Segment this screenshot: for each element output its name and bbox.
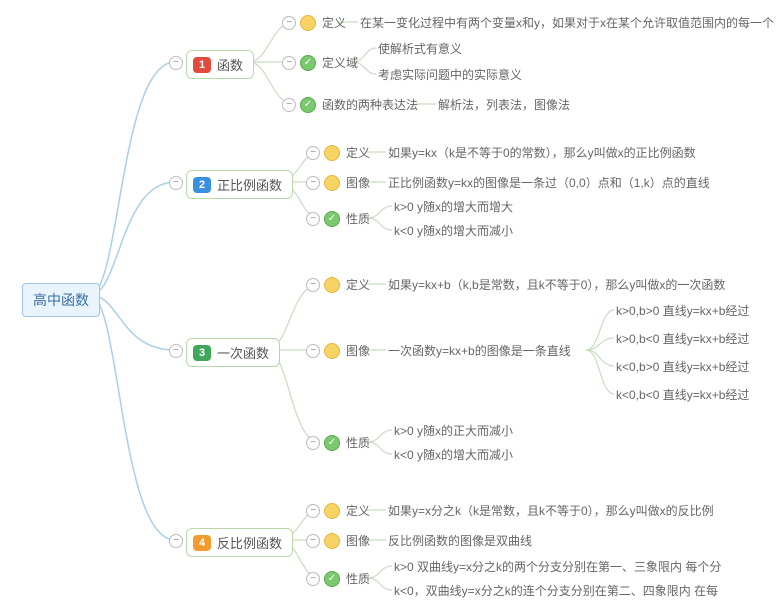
root-label: 高中函数 <box>33 290 89 310</box>
b4-img-text: 反比例函数的图像是双曲线 <box>388 532 532 549</box>
b3-prop-l2: k<0 y随x的增大而减小 <box>394 446 513 463</box>
badge-1: 1 <box>193 57 211 73</box>
check-icon <box>300 97 316 113</box>
toggle-b3n2[interactable] <box>306 344 320 358</box>
toggle-b2n1[interactable] <box>306 146 320 160</box>
b4-def-text: 如果y=x分之k（k是常数，且k不等于0），那么y叫做x的反比例 <box>388 502 714 519</box>
b1-def-label: 定义 <box>322 14 346 31</box>
badge-2: 2 <box>193 177 211 193</box>
check-icon <box>300 55 316 71</box>
b1-domain-l1: 使解析式有意义 <box>378 40 462 57</box>
b4-img[interactable]: 图像 <box>324 532 370 549</box>
b2-img-text: 正比例函数y=kx的图像是一条过（0,0）点和（1,k）点的直线 <box>388 174 710 191</box>
b3-prop[interactable]: 性质 <box>324 434 370 451</box>
toggle-branch-3[interactable] <box>169 344 183 358</box>
b1-def[interactable]: 定义 <box>300 14 346 31</box>
check-icon <box>324 571 340 587</box>
b4-prop-l1: k>0 双曲线y=x分之k的两个分支分别在第一、三象限内 每个分 <box>394 558 721 575</box>
b3-prop-l1: k>0 y随x的正大而减小 <box>394 422 513 439</box>
toggle-b1n1[interactable] <box>282 16 296 30</box>
circle-icon <box>324 277 340 293</box>
b1-express[interactable]: 函数的两种表达法 <box>300 96 418 113</box>
toggle-branch-1[interactable] <box>169 56 183 70</box>
circle-icon <box>300 15 316 31</box>
b1-def-text: 在某一变化过程中有两个变量x和y，如果对于x在某个允许取值范围内的每一个 <box>360 14 774 31</box>
branch-node-4[interactable]: 4 反比例函数 <box>186 528 293 557</box>
b2-prop-l1: k>0 y随x的增大而增大 <box>394 198 513 215</box>
badge-4: 4 <box>193 535 211 551</box>
toggle-b1n2[interactable] <box>282 56 296 70</box>
b3-img[interactable]: 图像 <box>324 342 370 359</box>
b3-q4: k<0,b<0 直线y=kx+b经过 <box>616 386 749 403</box>
toggle-b4n2[interactable] <box>306 534 320 548</box>
b3-q3: k<0,b>0 直线y=kx+b经过 <box>616 358 749 375</box>
circle-icon <box>324 343 340 359</box>
circle-icon <box>324 175 340 191</box>
badge-3: 3 <box>193 345 211 361</box>
b1-domain-label: 定义域 <box>322 54 358 71</box>
check-icon <box>324 211 340 227</box>
branch-4-label: 反比例函数 <box>217 533 282 552</box>
b2-def-text: 如果y=kx（k是不等于0的常数），那么y叫做x的正比例函数 <box>388 144 696 161</box>
root-node[interactable]: 高中函数 <box>22 283 100 317</box>
toggle-b1n3[interactable] <box>282 98 296 112</box>
check-icon <box>324 435 340 451</box>
toggle-b3n3[interactable] <box>306 436 320 450</box>
toggle-branch-2[interactable] <box>169 176 183 190</box>
b1-express-text: 解析法，列表法，图像法 <box>438 96 570 113</box>
b2-def[interactable]: 定义 <box>324 144 370 161</box>
branch-3-label: 一次函数 <box>217 343 269 362</box>
b3-def-text: 如果y=kx+b（k,b是常数，且k不等于0），那么y叫做x的一次函数 <box>388 276 725 293</box>
toggle-b4n3[interactable] <box>306 572 320 586</box>
b3-def[interactable]: 定义 <box>324 276 370 293</box>
b1-express-label: 函数的两种表达法 <box>322 96 418 113</box>
circle-icon <box>324 145 340 161</box>
b2-prop[interactable]: 性质 <box>324 210 370 227</box>
b1-domain-l2: 考虑实际问题中的实际意义 <box>378 66 522 83</box>
toggle-b4n1[interactable] <box>306 504 320 518</box>
b2-img[interactable]: 图像 <box>324 174 370 191</box>
branch-node-2[interactable]: 2 正比例函数 <box>186 170 293 199</box>
toggle-branch-4[interactable] <box>169 534 183 548</box>
circle-icon <box>324 503 340 519</box>
b1-domain[interactable]: 定义域 <box>300 54 358 71</box>
b4-def[interactable]: 定义 <box>324 502 370 519</box>
b3-q1: k>0,b>0 直线y=kx+b经过 <box>616 302 749 319</box>
toggle-b2n3[interactable] <box>306 212 320 226</box>
toggle-b3n1[interactable] <box>306 278 320 292</box>
branch-node-3[interactable]: 3 一次函数 <box>186 338 280 367</box>
circle-icon <box>324 533 340 549</box>
b4-prop[interactable]: 性质 <box>324 570 370 587</box>
b3-q2: k>0,b<0 直线y=kx+b经过 <box>616 330 749 347</box>
branch-1-label: 函数 <box>217 55 243 74</box>
branch-2-label: 正比例函数 <box>217 175 282 194</box>
b2-prop-l2: k<0 y随x的增大而减小 <box>394 222 513 239</box>
b3-img-text: 一次函数y=kx+b的图像是一条直线 <box>388 342 571 359</box>
b4-prop-l2: k<0，双曲线y=x分之k的连个分支分别在第二、四象限内 在每 <box>394 582 718 599</box>
branch-node-1[interactable]: 1 函数 <box>186 50 254 79</box>
toggle-b2n2[interactable] <box>306 176 320 190</box>
